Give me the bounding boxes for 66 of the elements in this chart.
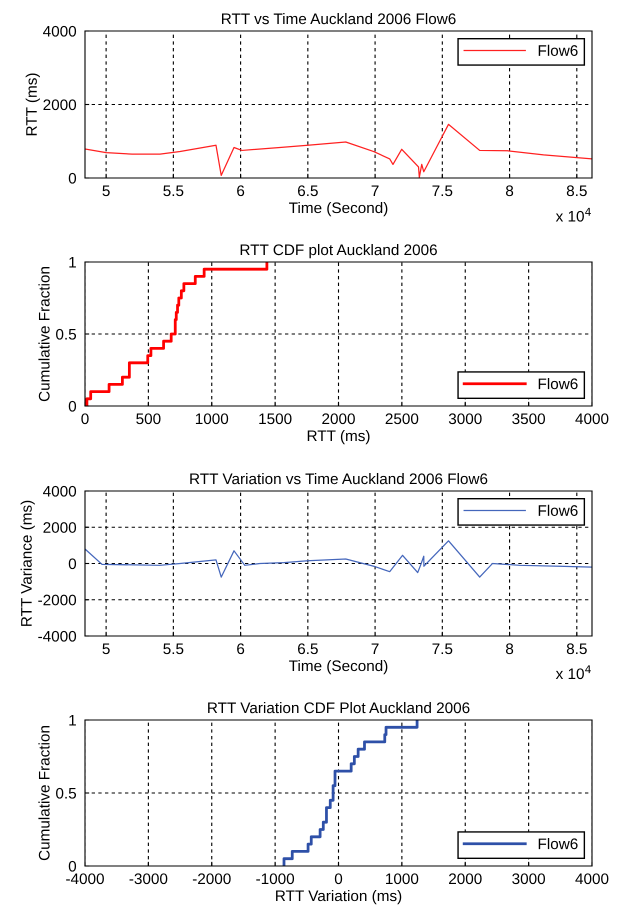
chart-title: RTT CDF plot Auckland 2006 xyxy=(240,244,437,258)
x-tick-label: 8.5 xyxy=(566,643,587,654)
legend-label: Flow6 xyxy=(538,378,578,390)
y-axis-title: Cumulative Fraction xyxy=(38,726,50,860)
y-tick-label: 2000 xyxy=(43,99,76,110)
x-tick-label: 2000 xyxy=(322,413,355,424)
x-tick-label: 6.5 xyxy=(298,185,318,196)
x-tick-label: 5 xyxy=(102,644,110,654)
x-tick-label: 5.5 xyxy=(163,186,184,196)
y-tick-label: 0.5 xyxy=(56,328,76,340)
x-tick-label: 0 xyxy=(334,873,342,884)
chart-title: RTT Variation vs Time Auckland 2006 Flow6 xyxy=(190,472,488,484)
x-tick-label: 8 xyxy=(506,185,514,196)
chart-title: RTT vs Time Auckland 2006 Flow6 xyxy=(222,12,456,24)
legend-label: Flow6 xyxy=(538,44,578,56)
x-axis-title: Time (Second) xyxy=(289,660,388,674)
x-tick-label: 7.5 xyxy=(432,644,452,654)
x-tick-label: 7.5 xyxy=(432,186,452,196)
legend-label: Flow6 xyxy=(538,838,578,850)
x-tick-label: 6.5 xyxy=(298,643,318,654)
x-tick-label: 1000 xyxy=(386,873,418,884)
x-axis-title: RTT (ms) xyxy=(308,430,370,444)
x-tick-label: -3000 xyxy=(130,873,168,884)
y-tick-label: 1 xyxy=(69,257,76,268)
x-tick-label: 5.5 xyxy=(163,644,184,654)
y-tick-label: 2000 xyxy=(43,522,76,533)
y-tick-label: 0 xyxy=(68,172,76,184)
y-tick-label: 4000 xyxy=(43,486,76,497)
y-axis-title: Cumulative Fraction xyxy=(38,267,50,402)
x-tick-label: -2000 xyxy=(192,873,231,884)
x-axis-title: Time (Second) xyxy=(289,202,388,216)
x-tick-label: 4000 xyxy=(575,873,608,884)
x-axis-title: RTT Variation (ms) xyxy=(276,890,402,904)
y-tick-label: -4000 xyxy=(38,630,76,642)
x-tick-label: 2500 xyxy=(386,413,418,424)
x-tick-label: 3500 xyxy=(512,413,546,424)
x-tick-label: 6 xyxy=(237,185,244,196)
x-tick-label: 1500 xyxy=(259,413,292,424)
line-series xyxy=(85,540,592,578)
x-tick-label: 8.5 xyxy=(566,185,587,196)
x-tick-label: 5 xyxy=(102,186,110,196)
text: x 10$^{4}$ xyxy=(556,208,591,222)
text: x 10$^{4}$ xyxy=(556,665,591,680)
y-tick-label: 0 xyxy=(68,558,76,570)
chart-title: RTT Variation CDF Plot Auckland 2006 xyxy=(208,702,470,714)
x-tick-label: 0 xyxy=(81,413,89,424)
x-tick-label: 3000 xyxy=(448,413,482,424)
x-tick-label: 4000 xyxy=(575,413,608,424)
x-tick-label: 500 xyxy=(136,413,161,424)
x-tick-label: 6 xyxy=(237,643,244,654)
y-tick-label: 0 xyxy=(68,860,76,872)
y-tick-label: -2000 xyxy=(38,594,76,606)
x-tick-label: 8 xyxy=(506,643,514,654)
x-tick-label: 1000 xyxy=(196,413,228,424)
y-tick-label: 0 xyxy=(68,400,76,412)
y-tick-label: 4000 xyxy=(43,26,76,37)
y-axis-title: RTT (ms) xyxy=(26,73,40,136)
x-tick-label: 3000 xyxy=(512,873,546,884)
legend-label: Flow6 xyxy=(538,504,578,516)
x-tick-label: -1000 xyxy=(256,873,294,884)
x-tick-label: 2000 xyxy=(449,873,482,884)
y-tick-label: 0.5 xyxy=(56,788,76,799)
y-tick-label: 1 xyxy=(69,715,76,726)
x-tick-label: 7 xyxy=(372,186,379,196)
x-tick-label: 7 xyxy=(372,644,379,654)
y-axis-title: RTT Variance (ms) xyxy=(20,500,35,626)
